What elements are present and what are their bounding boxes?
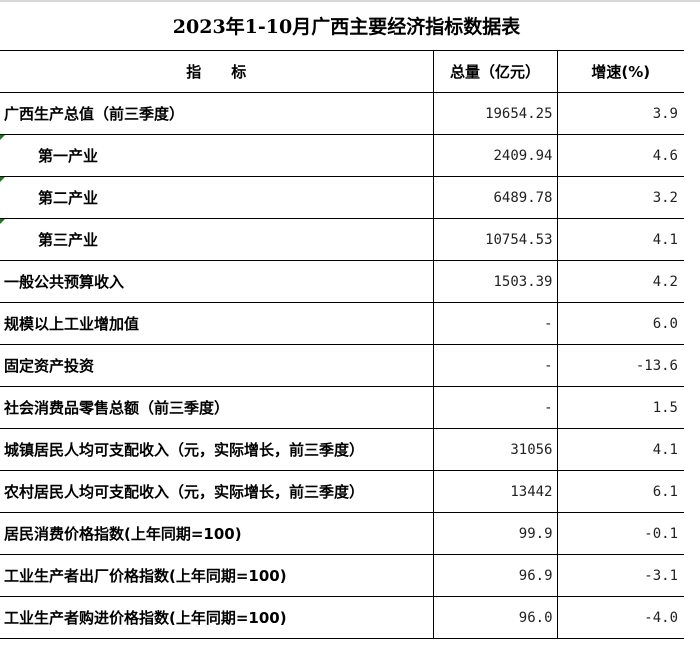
indicator-name: 第一产业 bbox=[0, 134, 433, 177]
indicator-label: 固定资产投资 bbox=[4, 357, 95, 375]
table-row: 第三产业 10754.53 4.1 bbox=[0, 218, 684, 261]
indicator-name: 社会消费品零售总额（前三季度） bbox=[0, 386, 433, 429]
total-value: - bbox=[432, 302, 558, 345]
table-row: 农村居民人均可支配收入（元，实际增长，前三季度） 13442 6.1 bbox=[0, 470, 684, 513]
table-row: 社会消费品零售总额（前三季度） -1.5 bbox=[0, 386, 684, 429]
total-value: 96.0 bbox=[432, 596, 558, 639]
indicator-label: 一般公共预算收入 bbox=[4, 273, 125, 291]
top-divider bbox=[0, 0, 700, 2]
indicator-label: 居民消费价格指数(上年同期=100) bbox=[4, 525, 242, 543]
growth-value: -4.0 bbox=[557, 596, 684, 639]
table-row: 工业生产者出厂价格指数(上年同期=100) 96.9 -3.1 bbox=[0, 554, 684, 597]
indicator-label: 农村居民人均可支配收入（元，实际增长，前三季度） bbox=[4, 483, 365, 501]
header-total: 总量（亿元） bbox=[432, 50, 558, 93]
indicator-label: 广西生产总值（前三季度） bbox=[4, 105, 185, 123]
indicator-label: 社会消费品零售总额（前三季度） bbox=[4, 399, 230, 417]
total-value: 2409.94 bbox=[432, 134, 558, 177]
indicator-name: 一般公共预算收入 bbox=[0, 260, 433, 303]
indicator-name: 第三产业 bbox=[0, 218, 433, 261]
table-row: 广西生产总值（前三季度） 19654.25 3.9 bbox=[0, 92, 684, 135]
total-value: 19654.25 bbox=[432, 92, 558, 135]
table-row: 第二产业 6489.78 3.2 bbox=[0, 176, 684, 219]
growth-value: 6.0 bbox=[557, 302, 684, 345]
total-value: 10754.53 bbox=[432, 218, 558, 261]
table-row: 固定资产投资 - -13.6 bbox=[0, 344, 684, 387]
total-value: 31056 bbox=[432, 428, 558, 471]
growth-value: -13.6 bbox=[557, 344, 684, 387]
indicator-name: 第二产业 bbox=[0, 176, 433, 219]
cell-comment-marker bbox=[0, 135, 5, 140]
table-row: 工业生产者购进价格指数(上年同期=100) 96.0 -4.0 bbox=[0, 596, 684, 639]
indicator-label: 第三产业 bbox=[38, 231, 99, 249]
table-row: 居民消费价格指数(上年同期=100) 99.9 -0.1 bbox=[0, 512, 684, 555]
page-title: 2023年1-10月广西主要经济指标数据表 bbox=[172, 16, 521, 38]
indicator-name: 规模以上工业增加值 bbox=[0, 302, 433, 345]
growth-value: 1.5 bbox=[557, 386, 684, 429]
growth-value: 4.1 bbox=[557, 218, 684, 261]
indicator-name: 农村居民人均可支配收入（元，实际增长，前三季度） bbox=[0, 470, 433, 513]
table-row: 一般公共预算收入 1503.39 4.2 bbox=[0, 260, 684, 303]
total-value: 99.9 bbox=[432, 512, 558, 555]
indicator-label: 城镇居民人均可支配收入（元，实际增长，前三季度） bbox=[4, 441, 365, 459]
indicator-name: 广西生产总值（前三季度） bbox=[0, 92, 433, 135]
indicator-name: 固定资产投资 bbox=[0, 344, 433, 387]
header-growth: 增速(%) bbox=[557, 50, 684, 93]
cell-comment-marker bbox=[0, 177, 5, 182]
growth-value: 4.6 bbox=[557, 134, 684, 177]
table-row: 规模以上工业增加值 -6.0 bbox=[0, 302, 684, 345]
total-value: 1503.39 bbox=[432, 260, 558, 303]
indicator-label: 规模以上工业增加值 bbox=[4, 315, 140, 333]
growth-value: 4.1 bbox=[557, 428, 684, 471]
growth-value: -3.1 bbox=[557, 554, 684, 597]
header-row: 指 标 总量（亿元） 增速(%) bbox=[0, 50, 684, 93]
indicator-label: 第二产业 bbox=[38, 189, 99, 207]
indicator-name: 城镇居民人均可支配收入（元，实际增长，前三季度） bbox=[0, 428, 433, 471]
table-row: 第一产业 2409.94 4.6 bbox=[0, 134, 684, 177]
indicator-name: 工业生产者出厂价格指数(上年同期=100) bbox=[0, 554, 433, 597]
growth-value: 6.1 bbox=[557, 470, 684, 513]
indicator-name: 居民消费价格指数(上年同期=100) bbox=[0, 512, 433, 555]
total-value: - bbox=[432, 386, 558, 429]
cell-comment-marker bbox=[0, 219, 5, 224]
growth-value: -0.1 bbox=[557, 512, 684, 555]
indicator-label: 工业生产者出厂价格指数(上年同期=100) bbox=[4, 567, 287, 585]
total-value: 96.9 bbox=[432, 554, 558, 597]
total-value: - bbox=[432, 344, 558, 387]
growth-value: 3.9 bbox=[557, 92, 684, 135]
indicator-label: 第一产业 bbox=[38, 147, 99, 165]
total-value: 6489.78 bbox=[432, 176, 558, 219]
growth-value: 4.2 bbox=[557, 260, 684, 303]
total-value: 13442 bbox=[432, 470, 558, 513]
indicator-label: 工业生产者购进价格指数(上年同期=100) bbox=[4, 609, 287, 627]
indicator-name: 工业生产者购进价格指数(上年同期=100) bbox=[0, 596, 433, 639]
growth-value: 3.2 bbox=[557, 176, 684, 219]
table-row: 城镇居民人均可支配收入（元，实际增长，前三季度） 31056 4.1 bbox=[0, 428, 684, 471]
indicator-table: 指 标 总量（亿元） 增速(%) 广西生产总值（前三季度） 19654.25 3.9… bbox=[0, 50, 684, 639]
header-indicator: 指 标 bbox=[0, 50, 433, 93]
